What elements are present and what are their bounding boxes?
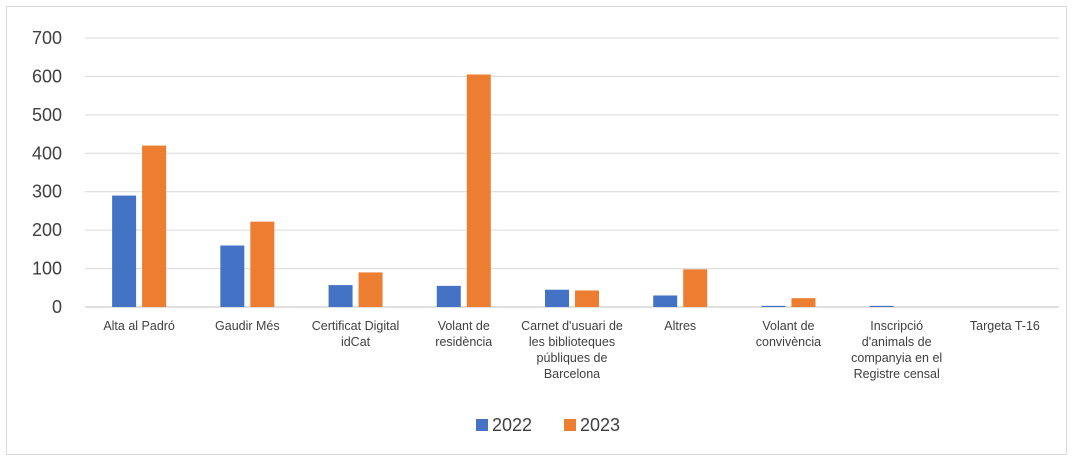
bar-2023	[358, 272, 383, 307]
y-tick-label: 400	[32, 143, 62, 163]
x-category-label: Certificat Digital idCat	[312, 319, 400, 349]
bar-2023	[466, 74, 491, 307]
legend: 2022 2023	[476, 415, 620, 435]
x-category-label: Carnet d'usuari de les biblioteques públiq…	[521, 319, 623, 381]
bar-2022	[328, 285, 353, 307]
gridlines	[85, 37, 1059, 308]
x-category-label: Inscripció d'animals de companyia en el Reg…	[851, 319, 942, 381]
x-category-label: Alta al Padró	[103, 319, 175, 333]
x-axis-category-labels: Alta al Padró Gaudir Més Certificat Digita…	[103, 319, 1040, 381]
bar-2023	[250, 221, 275, 307]
y-tick-label: 200	[32, 220, 62, 240]
bar-2023	[575, 290, 599, 307]
bar-2023	[683, 269, 708, 307]
bar-2023	[142, 145, 167, 307]
x-category-label: Volant de convivència	[756, 319, 821, 349]
bar-2022	[545, 289, 569, 307]
bar-2022	[436, 285, 461, 307]
y-tick-label: 500	[32, 105, 62, 125]
bar-2022	[112, 195, 137, 307]
bar-2022	[869, 305, 894, 307]
legend-label-2022: 2022	[492, 415, 532, 435]
y-tick-label: 0	[52, 297, 62, 317]
y-axis-tick-labels: 0 100 200 300 400 500 600 700	[32, 28, 62, 317]
x-category-label: Volant de residència	[435, 319, 492, 349]
x-category-label: Gaudir Més	[215, 319, 280, 333]
y-tick-label: 600	[32, 66, 62, 86]
legend-swatch-2023	[564, 419, 576, 431]
x-category-label: Targeta T-16	[970, 319, 1040, 333]
y-tick-label: 700	[32, 28, 62, 48]
y-tick-label: 100	[32, 259, 62, 279]
bar-2022	[653, 295, 678, 307]
bar-2023	[791, 298, 816, 307]
legend-label-2023: 2023	[580, 415, 620, 435]
bars	[112, 74, 894, 307]
legend-swatch-2022	[476, 419, 488, 431]
bar-2022	[761, 305, 786, 307]
bar-2022	[220, 245, 245, 307]
x-category-label: Altres	[664, 319, 696, 333]
y-tick-label: 300	[32, 182, 62, 202]
